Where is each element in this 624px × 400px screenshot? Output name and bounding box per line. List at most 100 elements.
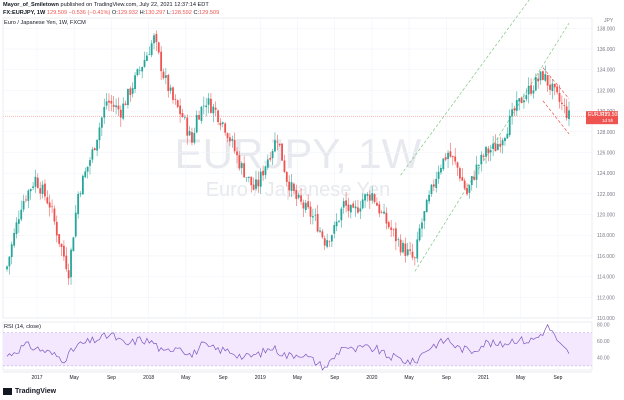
candle-body: [387, 222, 390, 228]
candle-body: [122, 103, 125, 119]
candle-body: [492, 143, 495, 150]
candle-body: [81, 175, 84, 195]
candle-body: [357, 207, 359, 213]
candle-body: [8, 256, 11, 267]
candle-body: [428, 194, 430, 202]
watermark-symbol: EURJPY, 1W: [175, 130, 422, 177]
candle-body: [518, 98, 521, 102]
candle-body: [513, 108, 516, 111]
candle-body: [86, 166, 89, 172]
candle-body: [539, 71, 542, 81]
price-tick-label: 120.000: [597, 213, 615, 219]
candle-body: [167, 75, 170, 92]
candle-body: [473, 176, 476, 180]
candle-body: [179, 105, 182, 115]
rsi-line: [6, 323, 570, 371]
candle-body: [368, 194, 371, 201]
candle-body: [202, 105, 205, 107]
candle-body: [63, 245, 65, 257]
price-axis[interactable]: 110.000 112.000 114.000 116.000 118.000 120.0…: [597, 26, 615, 361]
candle-body: [293, 183, 295, 191]
close-value: 129.509: [199, 10, 220, 16]
author-name[interactable]: Mayor_of_Smiletown: [3, 2, 59, 8]
candle-body: [247, 176, 250, 178]
candle-body: [449, 151, 452, 157]
rsi-tick-label: 80.00: [597, 322, 610, 328]
candle-body: [307, 201, 310, 208]
candle-body: [416, 239, 419, 259]
candle-body: [285, 172, 288, 182]
candle-body: [188, 131, 191, 136]
candle-body: [214, 107, 217, 110]
candle-body: [131, 88, 134, 94]
candle-body: [25, 199, 27, 201]
candle-body: [6, 266, 8, 270]
candle-body: [397, 239, 400, 240]
candle-body: [390, 227, 393, 230]
candle-body: [115, 105, 117, 108]
candle-body: [117, 105, 120, 110]
time-axis[interactable]: 2017 May Sep 2018 May Sep 2019 May Sep 2020 May Sep…: [31, 375, 562, 381]
candle-body: [72, 237, 75, 252]
candle-body: [278, 143, 281, 146]
candle-body: [444, 157, 447, 160]
candle-body: [523, 100, 525, 103]
candle-body: [530, 85, 532, 94]
candle-body: [257, 179, 260, 187]
candle-body: [13, 232, 16, 246]
candle-body: [447, 152, 449, 159]
footer-brand[interactable]: TradingView: [3, 388, 56, 395]
channel-line-lower: [414, 22, 570, 272]
high-value: 130.297: [145, 10, 166, 16]
candle-body: [74, 212, 77, 237]
main-legend[interactable]: Euro / Japanese Yen, 1W, FXCM: [4, 20, 86, 26]
price-tick-label: 138.000: [597, 26, 615, 32]
rsi-legend[interactable]: RSI (14, close): [4, 324, 41, 330]
candle-body: [48, 202, 51, 208]
candle-body: [276, 141, 279, 143]
price-tick-label: 132.000: [597, 88, 615, 94]
candle-body: [463, 180, 466, 189]
candle-body: [376, 202, 378, 206]
candle-body: [461, 177, 464, 181]
candle-body: [347, 204, 350, 211]
candle-body: [41, 184, 44, 195]
candle-body: [480, 154, 483, 165]
candle-body: [544, 74, 547, 81]
candle-body: [442, 158, 445, 170]
candle-body: [58, 234, 61, 244]
candle-body: [499, 143, 502, 147]
candle-body: [10, 244, 13, 258]
candle-body: [255, 179, 257, 189]
candle-body: [259, 171, 262, 187]
candle-body: [409, 249, 412, 251]
candle-body: [482, 155, 485, 157]
price-tick-label: 112.000: [597, 295, 615, 301]
candle-body: [425, 199, 428, 213]
candle-body: [127, 88, 129, 106]
candle-body: [354, 206, 357, 209]
candle-body: [456, 162, 459, 168]
candle-body: [432, 184, 435, 187]
price-tick-label: 114.000: [597, 275, 615, 281]
publish-info: Mayor_of_Smiletown published on TradingV…: [3, 2, 209, 8]
candle-body: [129, 88, 132, 95]
candle-body: [39, 188, 42, 194]
candle-body: [328, 241, 331, 242]
candle-body: [183, 117, 186, 118]
candle-body: [504, 138, 506, 142]
candle-body: [221, 122, 224, 124]
candle-body: [236, 151, 238, 156]
price-tag-bg: [586, 111, 618, 125]
rsi-tick-label: 40.00: [597, 356, 610, 362]
candle-body: [508, 115, 511, 136]
candle-body: [338, 220, 340, 222]
candle-body: [70, 249, 72, 278]
candle-body: [563, 105, 566, 107]
price-tag-countdown: 1d 5h: [602, 118, 614, 123]
candle-body: [250, 176, 253, 186]
candle-body: [103, 107, 106, 118]
candle-body: [413, 257, 416, 259]
publish-date: published on TradingView.com, July 22, 2…: [60, 2, 209, 8]
